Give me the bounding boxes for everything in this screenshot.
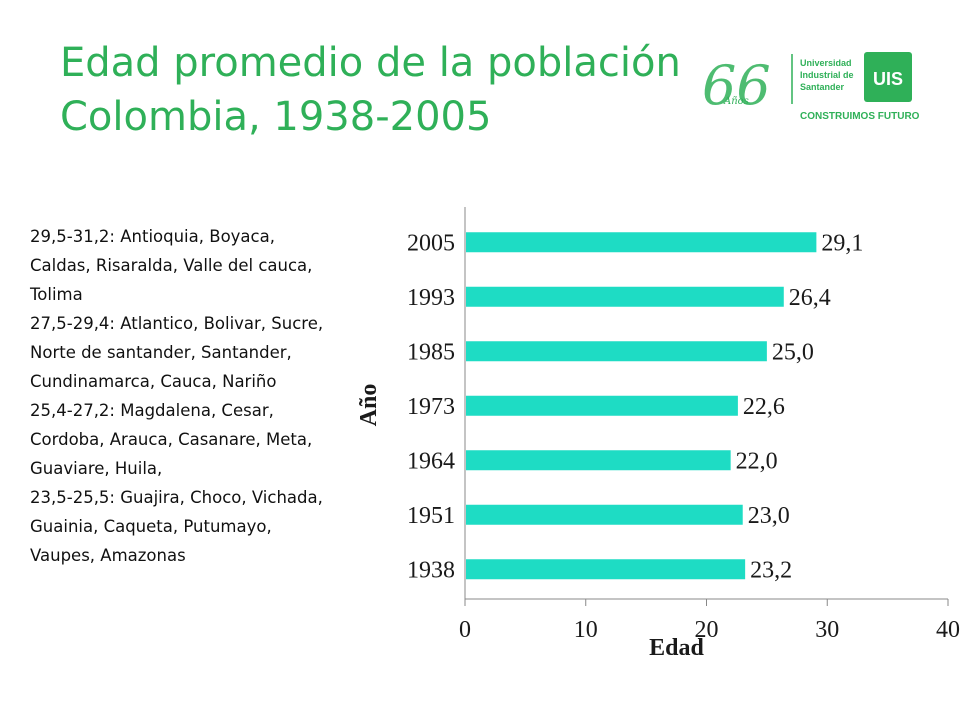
data-label-1985: 25,0	[772, 339, 814, 365]
y-tick-label-1938: 1938	[407, 557, 455, 583]
y-tick-label-2005: 2005	[407, 230, 455, 256]
y-tick-label-1964: 1964	[407, 448, 455, 474]
title-line-2: Colombia, 1938-2005	[60, 94, 492, 140]
y-tick-label-1973: 1973	[407, 394, 455, 420]
x-tick-label-20: 20	[695, 617, 719, 643]
x-tick-label-10: 10	[574, 617, 598, 643]
province-age-notes: 29,5-31,2: Antioquia, Boyaca, Caldas, Ri…	[30, 222, 330, 570]
note-range-3: 25,4-27,2: Magdalena, Cesar, Cordoba, Ar…	[30, 401, 313, 478]
bar-2005	[466, 232, 817, 253]
x-axis-title: Edad	[649, 635, 704, 661]
x-tick-label-40: 40	[936, 617, 960, 643]
bar-1964	[466, 450, 731, 471]
note-range-1: 29,5-31,2: Antioquia, Boyaca, Caldas, Ri…	[30, 227, 313, 304]
note-range-4: 23,5-25,5: Guajira, Choco, Vichada, Guai…	[30, 488, 323, 565]
uis-monogram: UIS	[873, 69, 903, 89]
data-label-1964: 22,0	[736, 448, 778, 474]
x-tick-label-30: 30	[815, 617, 839, 643]
y-tick-label-1993: 1993	[407, 285, 455, 311]
anniversary-number: 66	[702, 54, 771, 117]
bar-1938	[466, 559, 746, 580]
university-name-line-2: Industrial de	[800, 70, 854, 80]
age-bar-chart: 2005 29,1 1993 26,4 1985 25,0 1973 22,6 1964 22,0…	[356, 207, 960, 661]
data-label-1973: 22,6	[743, 394, 785, 420]
slide-title: Edad promedio de la población Colombia, …	[60, 36, 720, 144]
y-tick-label-1951: 1951	[407, 503, 455, 529]
note-range-2: 27,5-29,4: Atlantico, Bolivar, Sucre, No…	[30, 314, 324, 391]
title-line-1: Edad promedio de la población	[60, 40, 681, 86]
bar-1973	[466, 395, 738, 416]
y-tick-label-1985: 1985	[407, 339, 455, 365]
data-label-1938: 23,2	[750, 557, 792, 583]
bar-1951	[466, 504, 743, 525]
bar-1985	[466, 341, 767, 362]
university-name-line-3: Santander	[800, 82, 845, 92]
logo-slogan: CONSTRUIMOS FUTURO	[800, 111, 920, 122]
data-label-1951: 23,0	[748, 503, 790, 529]
bar-1993	[466, 286, 784, 307]
y-axis-title: Año	[356, 384, 382, 427]
university-name-line-1: Universidad	[800, 58, 852, 68]
university-logo: 66 Años Universidad Industrial de Santan…	[700, 46, 950, 126]
data-label-2005: 29,1	[821, 230, 863, 256]
data-label-1993: 26,4	[789, 285, 831, 311]
uis-monogram-badge	[864, 52, 912, 102]
anniversary-word: Años	[723, 96, 749, 107]
x-tick-label-0: 0	[459, 617, 471, 643]
logo-graphic: 66 Años Universidad Industrial de Santan…	[702, 52, 920, 122]
